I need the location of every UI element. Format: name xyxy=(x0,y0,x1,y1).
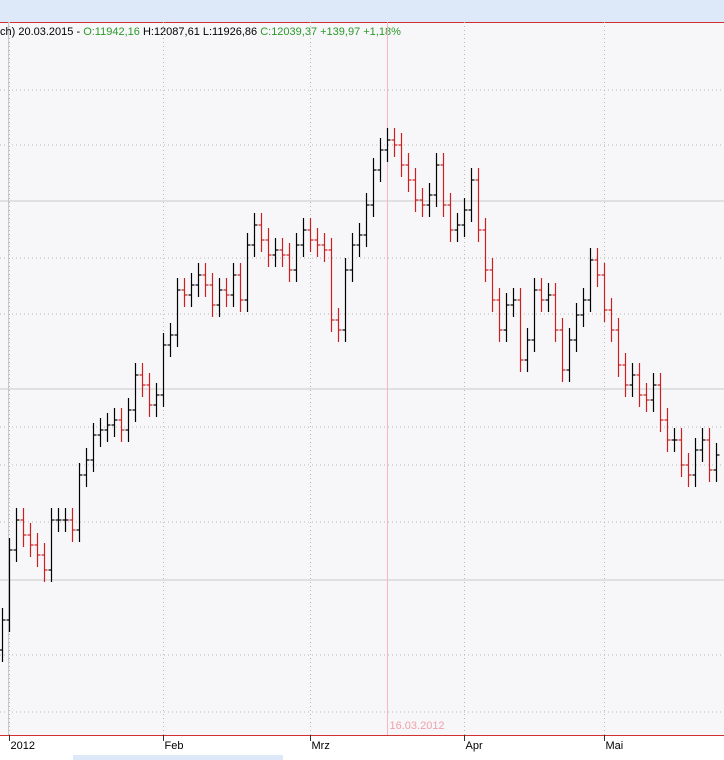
x-tick-label: 2012 xyxy=(11,740,35,752)
x-tick-label: Mrz xyxy=(312,740,330,752)
x-tick-label: Apr xyxy=(466,740,483,752)
grid xyxy=(0,22,724,735)
header-text: ch) 20.03.2015 - O:11942,16 H:12087,61 L… xyxy=(0,26,401,38)
scrollbar[interactable] xyxy=(73,755,283,760)
x-tick-label: Feb xyxy=(165,740,184,752)
crosshair-label: 16.03.2012 xyxy=(390,720,445,732)
x-tick-label: Mai xyxy=(606,740,624,752)
plot-area xyxy=(0,22,724,735)
toolbar xyxy=(0,0,724,22)
